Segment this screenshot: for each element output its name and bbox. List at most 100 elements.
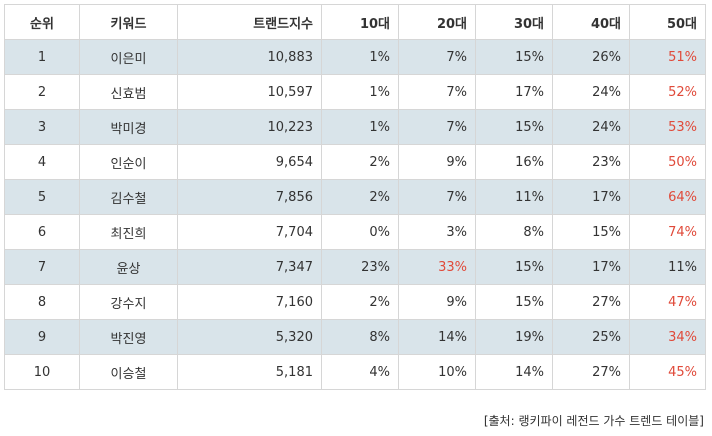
age-20s-cell: 9%: [398, 144, 476, 180]
rank-cell: 6: [4, 214, 80, 250]
age-10s-cell: 2%: [321, 284, 399, 320]
rank-cell: 2: [4, 74, 80, 110]
age-10s-cell: 23%: [321, 249, 399, 285]
age-20s-cell: 14%: [398, 319, 476, 355]
header-age-30s: 30대: [475, 4, 553, 40]
keyword-cell: 박미경: [79, 109, 178, 145]
header-age-50s: 50대: [629, 4, 706, 40]
age-20s-cell: 9%: [398, 284, 476, 320]
table-row: 1 이은미 10,883 1% 7% 15% 26% 51%: [4, 39, 706, 75]
age-40s-cell: 27%: [552, 354, 630, 390]
header-age-20s: 20대: [398, 4, 476, 40]
trend-index-cell: 7,856: [177, 179, 322, 215]
age-10s-cell: 1%: [321, 74, 399, 110]
age-30s-cell: 17%: [475, 74, 553, 110]
rank-cell: 4: [4, 144, 80, 180]
header-rank: 순위: [4, 4, 80, 40]
trend-index-cell: 9,654: [177, 144, 322, 180]
age-10s-cell: 0%: [321, 214, 399, 250]
header-age-40s: 40대: [552, 4, 630, 40]
age-30s-cell: 14%: [475, 354, 553, 390]
age-50s-cell: 52%: [629, 74, 706, 110]
rank-cell: 9: [4, 319, 80, 355]
age-40s-cell: 23%: [552, 144, 630, 180]
trend-index-cell: 10,883: [177, 39, 322, 75]
keyword-cell: 강수지: [79, 284, 178, 320]
keyword-cell: 최진희: [79, 214, 178, 250]
age-40s-cell: 26%: [552, 39, 630, 75]
age-30s-cell: 16%: [475, 144, 553, 180]
trend-index-cell: 7,160: [177, 284, 322, 320]
age-50s-cell: 34%: [629, 319, 706, 355]
age-40s-cell: 24%: [552, 109, 630, 145]
table-row: 2 신효범 10,597 1% 7% 17% 24% 52%: [4, 74, 706, 110]
age-20s-cell: 33%: [398, 249, 476, 285]
age-10s-cell: 1%: [321, 109, 399, 145]
age-30s-cell: 11%: [475, 179, 553, 215]
rank-cell: 8: [4, 284, 80, 320]
age-20s-cell: 7%: [398, 179, 476, 215]
age-50s-cell: 51%: [629, 39, 706, 75]
trend-index-cell: 7,704: [177, 214, 322, 250]
age-20s-cell: 7%: [398, 74, 476, 110]
rank-cell: 1: [4, 39, 80, 75]
trend-index-cell: 5,320: [177, 319, 322, 355]
keyword-cell: 신효범: [79, 74, 178, 110]
keyword-cell: 이은미: [79, 39, 178, 75]
age-40s-cell: 24%: [552, 74, 630, 110]
age-50s-cell: 74%: [629, 214, 706, 250]
age-10s-cell: 2%: [321, 179, 399, 215]
keyword-cell: 김수철: [79, 179, 178, 215]
age-30s-cell: 15%: [475, 284, 553, 320]
age-40s-cell: 17%: [552, 249, 630, 285]
table-header-row: 순위 키워드 트랜드지수 10대 20대 30대 40대 50대: [4, 4, 706, 40]
age-40s-cell: 27%: [552, 284, 630, 320]
age-20s-cell: 7%: [398, 39, 476, 75]
age-50s-cell: 45%: [629, 354, 706, 390]
trend-index-cell: 10,223: [177, 109, 322, 145]
age-50s-cell: 50%: [629, 144, 706, 180]
rank-cell: 5: [4, 179, 80, 215]
table-row: 8 강수지 7,160 2% 9% 15% 27% 47%: [4, 284, 706, 320]
table-row: 7 윤상 7,347 23% 33% 15% 17% 11%: [4, 249, 706, 285]
age-10s-cell: 1%: [321, 39, 399, 75]
keyword-cell: 윤상: [79, 249, 178, 285]
rank-cell: 3: [4, 109, 80, 145]
keyword-cell: 이승철: [79, 354, 178, 390]
source-caption: [출처: 랭키파이 레전드 가수 트렌드 테이블]: [483, 414, 704, 428]
age-30s-cell: 8%: [475, 214, 553, 250]
rank-cell: 7: [4, 249, 80, 285]
keyword-cell: 박진영: [79, 319, 178, 355]
age-40s-cell: 17%: [552, 179, 630, 215]
trend-index-cell: 10,597: [177, 74, 322, 110]
age-10s-cell: 2%: [321, 144, 399, 180]
table-row: 9 박진영 5,320 8% 14% 19% 25% 34%: [4, 319, 706, 355]
age-50s-cell: 11%: [629, 249, 706, 285]
age-40s-cell: 15%: [552, 214, 630, 250]
age-30s-cell: 15%: [475, 249, 553, 285]
age-50s-cell: 64%: [629, 179, 706, 215]
keyword-cell: 인순이: [79, 144, 178, 180]
age-50s-cell: 53%: [629, 109, 706, 145]
age-10s-cell: 4%: [321, 354, 399, 390]
age-40s-cell: 25%: [552, 319, 630, 355]
trend-table: 순위 키워드 트랜드지수 10대 20대 30대 40대 50대 1 이은미 1…: [4, 4, 706, 390]
age-20s-cell: 10%: [398, 354, 476, 390]
rank-cell: 10: [4, 354, 80, 390]
age-30s-cell: 15%: [475, 109, 553, 145]
table-row: 5 김수철 7,856 2% 7% 11% 17% 64%: [4, 179, 706, 215]
age-10s-cell: 8%: [321, 319, 399, 355]
age-30s-cell: 19%: [475, 319, 553, 355]
age-20s-cell: 3%: [398, 214, 476, 250]
table-row: 6 최진희 7,704 0% 3% 8% 15% 74%: [4, 214, 706, 250]
table-row: 3 박미경 10,223 1% 7% 15% 24% 53%: [4, 109, 706, 145]
header-trend-index: 트랜드지수: [177, 4, 322, 40]
age-50s-cell: 47%: [629, 284, 706, 320]
trend-index-cell: 7,347: [177, 249, 322, 285]
trend-index-cell: 5,181: [177, 354, 322, 390]
table-row: 10 이승철 5,181 4% 10% 14% 27% 45%: [4, 354, 706, 390]
header-keyword: 키워드: [79, 4, 178, 40]
header-age-10s: 10대: [321, 4, 399, 40]
age-30s-cell: 15%: [475, 39, 553, 75]
